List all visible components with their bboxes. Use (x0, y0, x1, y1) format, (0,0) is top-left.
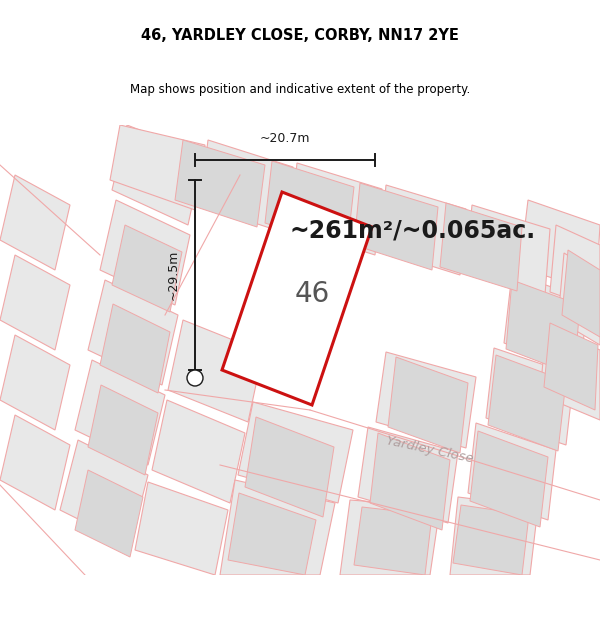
Polygon shape (290, 163, 382, 255)
Polygon shape (470, 431, 548, 527)
Text: ~20.7m: ~20.7m (260, 131, 310, 144)
Polygon shape (450, 497, 538, 575)
Polygon shape (75, 470, 143, 557)
Text: Yardley Close: Yardley Close (385, 434, 475, 466)
Polygon shape (558, 253, 600, 345)
Polygon shape (228, 493, 316, 575)
Polygon shape (488, 355, 566, 451)
Polygon shape (60, 440, 148, 545)
Polygon shape (0, 175, 70, 270)
Polygon shape (388, 357, 468, 453)
Polygon shape (0, 255, 70, 350)
Text: 46, YARDLEY CLOSE, CORBY, NN17 2YE: 46, YARDLEY CLOSE, CORBY, NN17 2YE (141, 28, 459, 43)
Polygon shape (486, 348, 574, 445)
Polygon shape (168, 320, 263, 422)
Polygon shape (222, 192, 372, 405)
Text: 46: 46 (295, 279, 329, 308)
Polygon shape (100, 200, 190, 305)
Polygon shape (504, 273, 588, 370)
Polygon shape (220, 480, 335, 575)
Polygon shape (370, 433, 450, 530)
Polygon shape (110, 125, 205, 210)
Polygon shape (135, 482, 228, 575)
Polygon shape (88, 280, 178, 385)
Polygon shape (200, 140, 293, 233)
Polygon shape (265, 161, 354, 249)
Polygon shape (550, 225, 600, 310)
Polygon shape (453, 505, 529, 575)
Text: ~261m²/~0.065ac.: ~261m²/~0.065ac. (290, 218, 536, 242)
Polygon shape (245, 417, 334, 517)
Text: ~29.5m: ~29.5m (167, 250, 179, 300)
Polygon shape (354, 507, 432, 575)
Polygon shape (468, 423, 556, 520)
Polygon shape (220, 410, 600, 575)
Polygon shape (506, 280, 580, 375)
Polygon shape (238, 402, 353, 503)
Circle shape (187, 370, 203, 386)
Text: Map shows position and indicative extent of the property.: Map shows position and indicative extent… (130, 84, 470, 96)
Polygon shape (466, 205, 550, 295)
Polygon shape (88, 385, 158, 475)
Polygon shape (354, 183, 438, 270)
Polygon shape (544, 323, 598, 410)
Polygon shape (0, 415, 70, 510)
Polygon shape (152, 400, 245, 503)
Polygon shape (175, 140, 265, 227)
Polygon shape (358, 427, 458, 523)
Polygon shape (0, 335, 70, 430)
Polygon shape (112, 125, 203, 225)
Polygon shape (100, 304, 170, 393)
Polygon shape (562, 250, 600, 337)
Polygon shape (340, 500, 440, 575)
Polygon shape (380, 185, 466, 275)
Polygon shape (376, 352, 476, 448)
Polygon shape (440, 203, 522, 291)
Polygon shape (75, 360, 165, 465)
Polygon shape (112, 225, 182, 312)
Polygon shape (540, 327, 600, 420)
Polygon shape (520, 200, 600, 293)
